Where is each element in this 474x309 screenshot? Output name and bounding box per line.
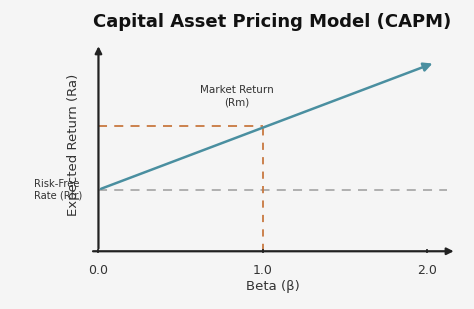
Text: Risk-Free
Rate (Rfr): Risk-Free Rate (Rfr): [34, 179, 82, 201]
Title: Capital Asset Pricing Model (CAPM): Capital Asset Pricing Model (CAPM): [93, 13, 452, 31]
X-axis label: Beta (β): Beta (β): [246, 280, 300, 293]
Y-axis label: Expected Return (Ra): Expected Return (Ra): [67, 74, 80, 216]
Text: Market Return
(Rm): Market Return (Rm): [201, 86, 274, 107]
